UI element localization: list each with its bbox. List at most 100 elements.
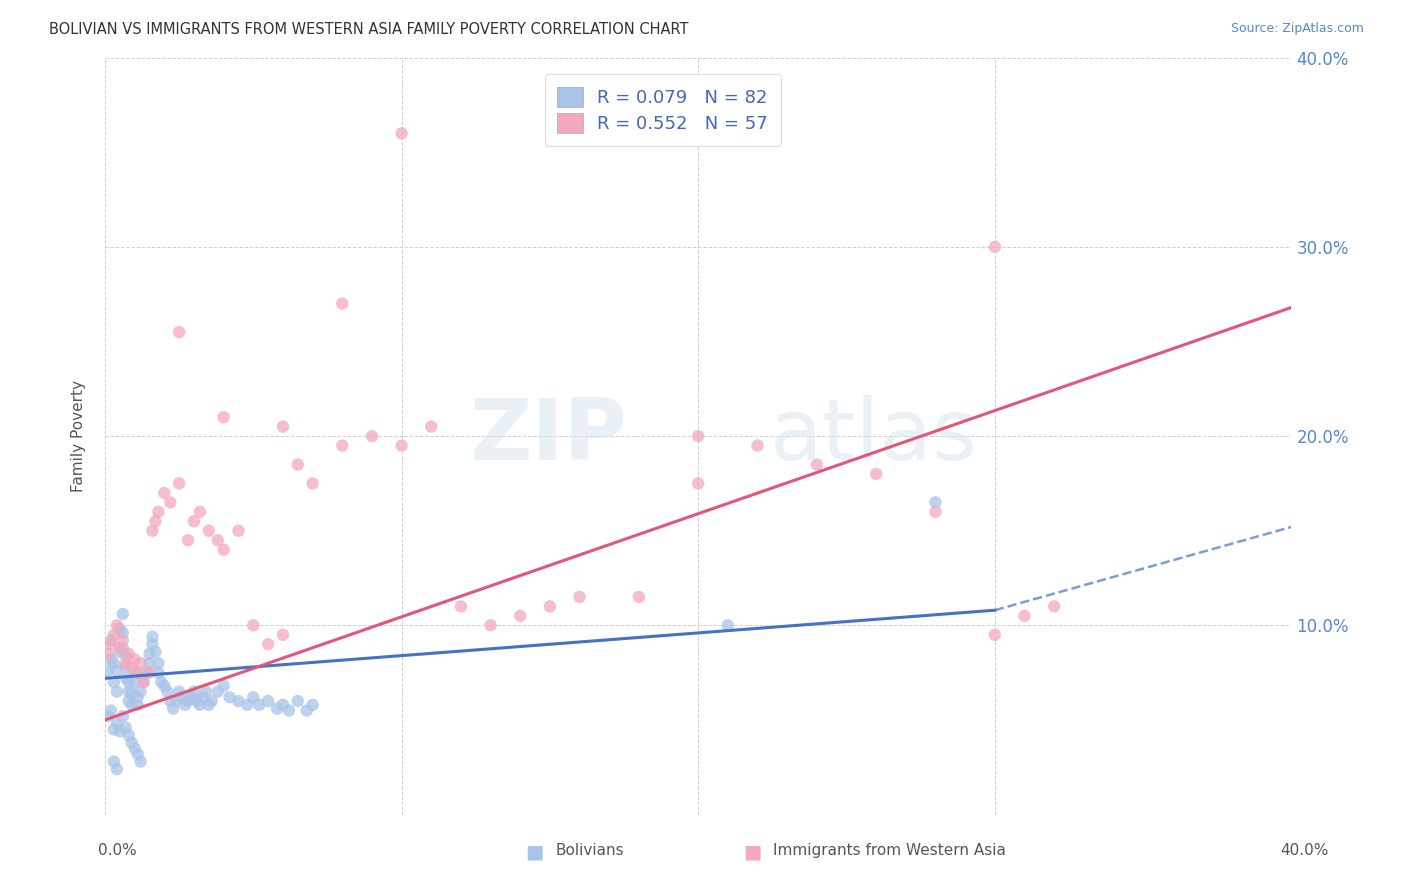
Point bbox=[132, 675, 155, 690]
Point bbox=[287, 694, 309, 708]
Point bbox=[111, 607, 134, 621]
Text: BOLIVIAN VS IMMIGRANTS FROM WESTERN ASIA FAMILY POVERTY CORRELATION CHART: BOLIVIAN VS IMMIGRANTS FROM WESTERN ASIA… bbox=[49, 22, 689, 37]
Point bbox=[105, 716, 128, 731]
Point bbox=[100, 652, 122, 666]
Point bbox=[105, 618, 128, 632]
Point bbox=[183, 684, 205, 698]
Point bbox=[177, 694, 200, 708]
Point bbox=[114, 671, 136, 685]
Point bbox=[167, 684, 190, 698]
Point bbox=[194, 684, 217, 698]
Point bbox=[330, 296, 353, 310]
Text: ■: ■ bbox=[742, 843, 762, 862]
Point bbox=[301, 698, 323, 712]
Point bbox=[865, 467, 887, 481]
Point bbox=[108, 641, 131, 656]
Point bbox=[277, 704, 299, 718]
Point bbox=[97, 647, 120, 661]
Text: 40.0%: 40.0% bbox=[1281, 843, 1329, 858]
Point bbox=[129, 684, 152, 698]
Point bbox=[121, 686, 143, 700]
Point bbox=[111, 633, 134, 648]
Point bbox=[138, 665, 160, 680]
Point bbox=[114, 648, 136, 663]
Point bbox=[924, 505, 946, 519]
Point bbox=[212, 410, 235, 425]
Point bbox=[150, 675, 173, 690]
Point bbox=[145, 514, 167, 528]
Point bbox=[162, 701, 184, 715]
Point bbox=[97, 709, 120, 723]
Point bbox=[118, 675, 141, 690]
Point bbox=[212, 542, 235, 557]
Point bbox=[159, 495, 181, 509]
Point bbox=[111, 626, 134, 640]
Point bbox=[111, 641, 134, 656]
Text: ■: ■ bbox=[524, 843, 544, 862]
Point bbox=[242, 618, 264, 632]
Point bbox=[228, 694, 250, 708]
Point bbox=[124, 741, 146, 756]
Point bbox=[207, 533, 229, 548]
Point bbox=[180, 690, 202, 705]
Point bbox=[132, 675, 155, 690]
Point bbox=[257, 637, 280, 651]
Point bbox=[207, 684, 229, 698]
Point bbox=[167, 476, 190, 491]
Point bbox=[361, 429, 384, 443]
Point bbox=[135, 665, 157, 680]
Point bbox=[97, 664, 120, 678]
Point bbox=[103, 755, 125, 769]
Text: ZIP: ZIP bbox=[470, 394, 627, 477]
Point bbox=[121, 698, 143, 712]
Point bbox=[218, 690, 240, 705]
Point bbox=[191, 690, 214, 705]
Point bbox=[688, 429, 710, 443]
Point bbox=[806, 458, 828, 472]
Point bbox=[108, 645, 131, 659]
Point bbox=[1014, 608, 1036, 623]
Point bbox=[266, 701, 288, 715]
Point bbox=[156, 684, 179, 698]
Text: 0.0%: 0.0% bbox=[98, 843, 138, 858]
Point bbox=[198, 698, 221, 712]
Point bbox=[236, 698, 259, 712]
Point bbox=[271, 628, 294, 642]
Point bbox=[201, 694, 224, 708]
Point bbox=[688, 476, 710, 491]
Text: atlas: atlas bbox=[769, 394, 977, 477]
Point bbox=[153, 486, 176, 500]
Point bbox=[271, 698, 294, 712]
Point bbox=[100, 633, 122, 648]
Point bbox=[121, 660, 143, 674]
Point bbox=[118, 647, 141, 661]
Point bbox=[118, 728, 141, 742]
Point bbox=[124, 665, 146, 680]
Point bbox=[103, 628, 125, 642]
Point bbox=[127, 665, 149, 680]
Point bbox=[100, 704, 122, 718]
Point bbox=[118, 684, 141, 698]
Point bbox=[391, 127, 413, 141]
Point bbox=[129, 755, 152, 769]
Point bbox=[141, 630, 163, 644]
Point bbox=[108, 724, 131, 739]
Point bbox=[141, 637, 163, 651]
Point bbox=[747, 439, 769, 453]
Point bbox=[127, 690, 149, 705]
Point bbox=[103, 723, 125, 737]
Point bbox=[183, 514, 205, 528]
Point bbox=[100, 637, 122, 651]
Text: Immigrants from Western Asia: Immigrants from Western Asia bbox=[773, 843, 1007, 858]
Point bbox=[127, 747, 149, 761]
Point bbox=[127, 698, 149, 712]
Point bbox=[228, 524, 250, 538]
Point bbox=[153, 679, 176, 693]
Point bbox=[287, 458, 309, 472]
Point bbox=[148, 505, 170, 519]
Point bbox=[165, 694, 187, 708]
Point bbox=[121, 736, 143, 750]
Point bbox=[105, 664, 128, 678]
Point bbox=[330, 439, 353, 453]
Point bbox=[247, 698, 270, 712]
